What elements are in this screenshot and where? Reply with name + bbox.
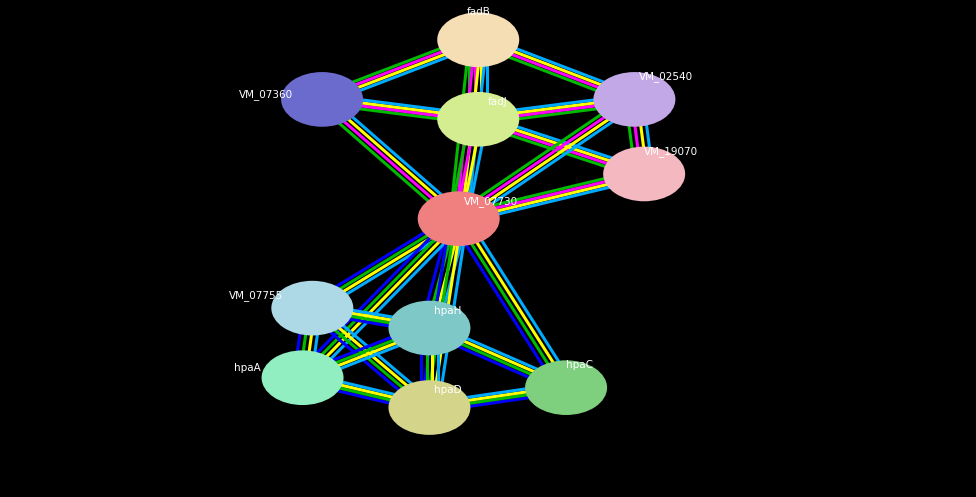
Ellipse shape: [525, 360, 607, 415]
Text: VM_02540: VM_02540: [639, 72, 693, 83]
Ellipse shape: [281, 72, 363, 127]
Text: hpaH: hpaH: [434, 306, 462, 316]
Text: VM_07755: VM_07755: [229, 290, 284, 301]
Ellipse shape: [271, 281, 353, 335]
Text: hpaD: hpaD: [434, 385, 462, 395]
Ellipse shape: [388, 380, 470, 435]
Ellipse shape: [388, 301, 470, 355]
Ellipse shape: [437, 92, 519, 147]
Text: hpaA: hpaA: [234, 363, 261, 373]
Text: fadB: fadB: [467, 7, 490, 17]
Ellipse shape: [262, 350, 344, 405]
Text: hpaC: hpaC: [566, 360, 593, 370]
Text: VM_07730: VM_07730: [464, 196, 517, 207]
Ellipse shape: [593, 72, 675, 127]
Text: VM_07360: VM_07360: [239, 89, 293, 100]
Text: fadJ: fadJ: [488, 97, 508, 107]
Text: VM_19070: VM_19070: [644, 146, 698, 157]
Ellipse shape: [418, 191, 500, 246]
Ellipse shape: [603, 147, 685, 201]
Ellipse shape: [437, 12, 519, 67]
